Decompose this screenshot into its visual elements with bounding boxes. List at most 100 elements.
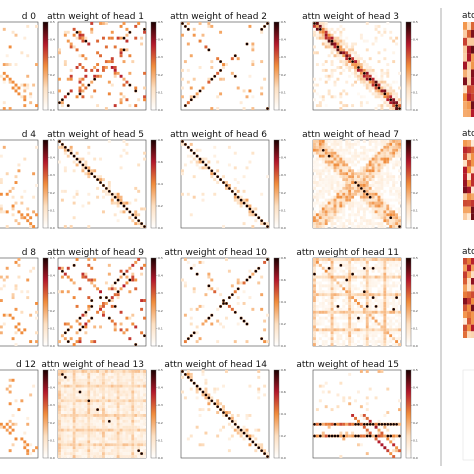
heatmap-cell <box>14 175 18 179</box>
heatmap-cell <box>380 104 384 108</box>
heatmap-cell <box>137 428 141 432</box>
peak-dot <box>99 181 102 184</box>
heatmap-cell <box>93 446 97 450</box>
colorbar-tick-label: 0.0 <box>281 344 286 348</box>
heatmap-cell <box>78 414 82 417</box>
heatmap-cell <box>195 396 199 400</box>
peak-dot <box>386 422 390 426</box>
heatmap-cell <box>389 316 393 320</box>
heatmap-cell <box>359 198 363 202</box>
heatmap-cell <box>395 328 399 332</box>
heatmap-cell <box>245 431 249 435</box>
colorbar-tick-label: 0.5 <box>158 20 163 24</box>
peak-dot <box>374 305 378 308</box>
heatmap-cell <box>63 148 67 152</box>
heatmap-cell <box>131 449 135 453</box>
heatmap-cell <box>81 434 85 438</box>
heatmap-cell <box>365 272 369 276</box>
heatmap-cell <box>102 402 105 406</box>
heatmap-cell <box>128 443 132 447</box>
heatmap-cell <box>336 142 340 146</box>
heatmap-cell <box>186 101 190 105</box>
heatmap-cell <box>374 77 378 81</box>
heatmap-cell <box>99 157 102 161</box>
heatmap-cell <box>359 260 363 264</box>
heatmap-cell <box>90 446 94 450</box>
heatmap-cell <box>131 272 135 276</box>
peak-dot <box>254 213 258 217</box>
heatmap-cell <box>313 45 316 49</box>
heatmap-cell <box>333 145 337 149</box>
heatmap-cell <box>374 160 378 164</box>
heatmap-cell <box>99 405 102 409</box>
heatmap-cell <box>0 299 3 302</box>
peak-dot <box>313 434 316 438</box>
heatmap-cell <box>342 343 346 346</box>
heatmap-cell <box>216 307 220 311</box>
heatmap-cell <box>20 331 24 335</box>
heatmap-cell <box>395 275 399 279</box>
heatmap-cell <box>336 163 340 167</box>
heatmap-cell <box>84 68 88 72</box>
heatmap-cell <box>315 304 319 308</box>
panel-title: attn weight of head 10 <box>164 248 267 258</box>
heatmap-cell <box>84 434 88 438</box>
heatmap-cell <box>78 419 82 423</box>
panel-title: attn weight of head 7 <box>302 130 399 140</box>
heatmap-cell <box>14 287 18 291</box>
peak-dot <box>78 160 82 164</box>
heatmap-cell <box>58 449 61 453</box>
heatmap-cell <box>69 45 73 49</box>
heatmap-cell <box>78 452 82 456</box>
peak-dot <box>333 434 337 438</box>
heatmap-cell <box>395 310 399 314</box>
right-panel-cell <box>463 146 467 154</box>
heatmap-cell <box>14 437 18 441</box>
heatmap-cell <box>69 148 73 152</box>
heatmap-cell <box>330 322 334 326</box>
peak-dot <box>143 28 146 31</box>
peak-dot <box>207 316 211 320</box>
heatmap-cell <box>116 437 120 441</box>
heatmap-cell <box>102 399 105 403</box>
heatmap-cell <box>102 310 105 314</box>
heatmap-cell <box>216 399 220 403</box>
heatmap-cell <box>374 278 378 282</box>
heatmap-cell <box>134 210 138 214</box>
heatmap-cell <box>398 222 401 226</box>
peak-dot <box>134 89 138 93</box>
heatmap-cell <box>377 419 381 423</box>
peak-dot <box>128 210 132 214</box>
heatmap-cell <box>69 42 73 46</box>
peak-dot <box>189 334 193 338</box>
heatmap-cell <box>58 431 61 435</box>
heatmap-cell <box>371 310 375 314</box>
heatmap-cell <box>313 260 316 264</box>
heatmap-cell <box>58 446 61 450</box>
heatmap-cell <box>143 384 146 388</box>
heatmap-cell <box>359 101 363 105</box>
heatmap-cell <box>122 422 126 426</box>
heatmap-cell <box>110 287 114 291</box>
heatmap-cell <box>339 313 343 317</box>
peak-dot <box>87 83 91 87</box>
heatmap-cell <box>357 63 360 66</box>
heatmap-cell <box>377 140 381 143</box>
heatmap-cell <box>104 192 108 196</box>
heatmap-cell <box>359 201 363 205</box>
heatmap-cell <box>131 393 135 397</box>
heatmap-cell <box>137 213 141 217</box>
heatmap-cell <box>386 142 390 146</box>
heatmap-cell <box>392 328 396 332</box>
right-panel-cell <box>471 271 474 279</box>
heatmap-cell <box>383 325 387 329</box>
colorbar-tick-label: 0.0 <box>158 226 163 230</box>
heatmap-cell <box>122 431 126 435</box>
heatmap-cell <box>365 101 369 105</box>
heatmap-cell <box>374 92 378 96</box>
right-panel-cell <box>463 331 467 339</box>
heatmap-cell <box>342 222 346 226</box>
heatmap-cell <box>383 322 387 326</box>
heatmap-cell <box>348 263 352 267</box>
heatmap-cell <box>119 437 123 441</box>
